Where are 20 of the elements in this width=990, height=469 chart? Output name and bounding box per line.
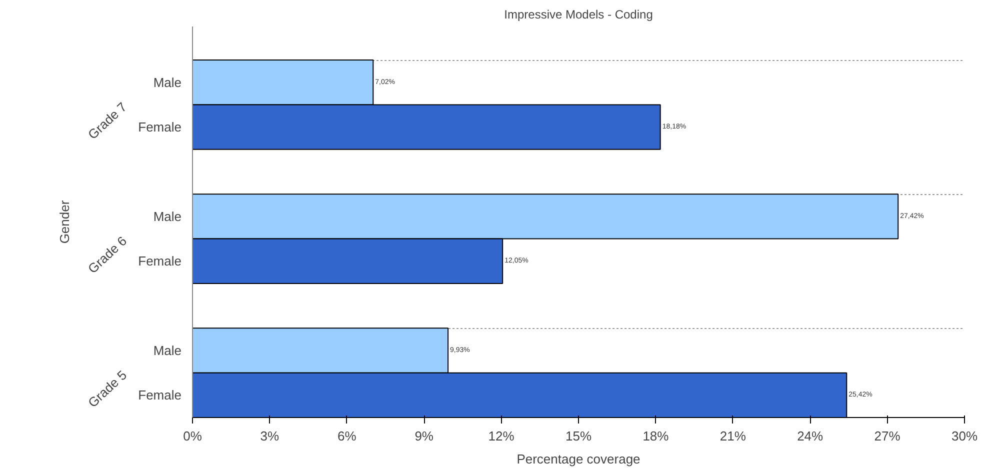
x-tick-label: 0% (183, 428, 202, 444)
x-tick-label: 18% (642, 428, 670, 444)
x-tick-label: 21% (720, 428, 746, 444)
series-label: Male (153, 74, 182, 90)
y-axis-title: Gender (56, 200, 72, 244)
text: Male (153, 208, 182, 224)
chart-title: Impressive Models - Coding (504, 8, 653, 22)
x-tick-label: 27% (874, 428, 901, 444)
text: Female (138, 388, 182, 403)
x-tick-label: 30% (951, 428, 978, 444)
x-tick-label: 6% (338, 428, 357, 444)
x-tick-label: 15% (565, 428, 592, 444)
x-tick-label: 24% (797, 428, 824, 444)
x-tick-label: 3% (260, 428, 280, 444)
series-label: Female (138, 120, 182, 135)
x-axis-title: Percentage coverage (516, 452, 640, 466)
x-tick-label: 9% (414, 428, 434, 444)
x-tick-label: 12% (488, 428, 515, 444)
text: Male (153, 342, 182, 358)
text: Female (138, 254, 182, 269)
